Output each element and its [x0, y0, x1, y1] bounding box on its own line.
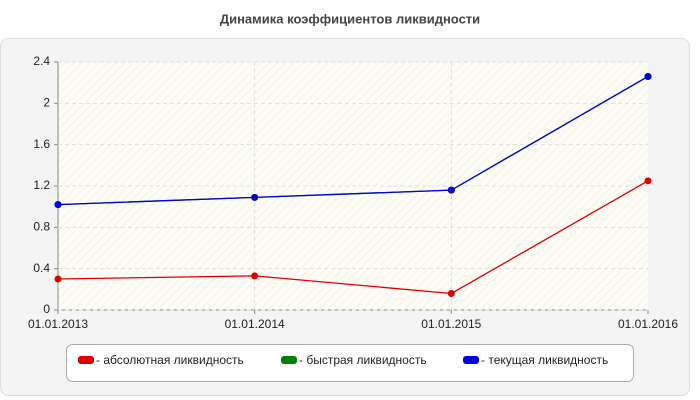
- data-point: [447, 289, 455, 297]
- series-line: [57, 75, 649, 206]
- chart-title: Динамика коэффициентов ликвидности: [220, 11, 480, 26]
- data-point: [251, 272, 259, 280]
- y-tick-label: 1.2: [33, 178, 50, 192]
- data-point: [54, 201, 62, 209]
- series-line: [57, 180, 649, 295]
- y-tick-label: 0.4: [33, 261, 50, 275]
- legend-label: - быстрая ликвидность: [299, 353, 427, 367]
- y-tick-label: 0: [43, 302, 50, 316]
- legend-label: - текущая ликвидность: [481, 353, 608, 367]
- legend-label: - абсолютная ликвидность: [96, 353, 244, 367]
- data-point: [447, 186, 455, 194]
- x-tick-label: 01.01.2013: [28, 317, 88, 331]
- legend-swatch: [78, 356, 94, 364]
- legend-swatch: [281, 356, 297, 364]
- y-tick-label: 2: [43, 96, 50, 110]
- x-tick-label: 01.01.2015: [421, 317, 481, 331]
- legend-swatch: [463, 356, 479, 364]
- data-point: [54, 275, 62, 283]
- data-point: [251, 193, 259, 201]
- y-tick-label: 2.4: [33, 54, 50, 68]
- legend: [66, 344, 634, 382]
- data-point: [644, 72, 652, 80]
- y-tick-label: 0.8: [33, 220, 50, 234]
- y-tick-label: 1.6: [33, 137, 50, 151]
- x-tick-label: 01.01.2016: [618, 317, 678, 331]
- x-tick-label: 01.01.2014: [225, 317, 285, 331]
- data-point: [644, 177, 652, 185]
